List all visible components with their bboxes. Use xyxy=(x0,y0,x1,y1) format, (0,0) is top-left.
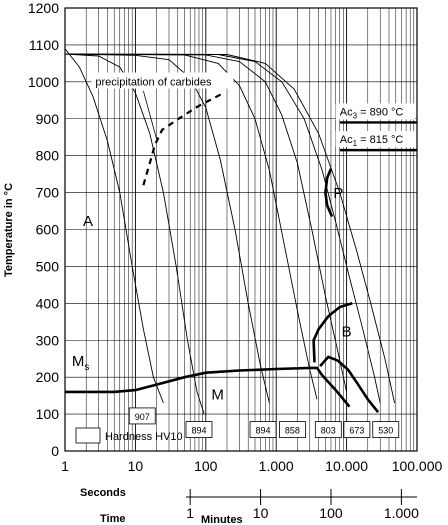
x-tick-label: 10 xyxy=(128,458,144,474)
x-tick-label: 1 xyxy=(61,458,69,474)
hardness-legend: Hardness HV10 xyxy=(75,427,183,444)
hardness-box xyxy=(279,421,306,438)
y-tick-label: 200 xyxy=(36,369,60,385)
ms-curve xyxy=(65,366,351,408)
hardness-value: 907 xyxy=(135,412,150,422)
y-tick-label: 800 xyxy=(36,148,60,164)
y-tick-label: 700 xyxy=(36,185,60,201)
critical-temp-label: Ac1 = 815 °C xyxy=(340,134,404,148)
x-tick-label: 10.000 xyxy=(325,458,368,474)
label-martensite: M xyxy=(211,386,224,403)
y-tick-label: 1000 xyxy=(28,74,59,90)
y-tick-labels: 0 100 200 300 400 500 600 700 800 900 1000 1100 1200 xyxy=(28,0,59,459)
carbide-precipitation-curve xyxy=(142,91,225,186)
hardness-box xyxy=(314,421,342,438)
cooling-curve xyxy=(64,53,396,404)
hardness-values: 907 894 894 858 803 673 530 xyxy=(128,407,400,438)
minutes-tick-label: 1.000 xyxy=(384,505,419,521)
pearlite-curve xyxy=(324,168,334,218)
hardness-box xyxy=(343,421,371,438)
hardness-value: 858 xyxy=(285,426,300,436)
critical-temp-bg xyxy=(335,103,415,120)
label-ms: Ms xyxy=(72,353,90,373)
hardness-value: 530 xyxy=(378,426,393,436)
y-tick-label: 1200 xyxy=(28,0,59,16)
critical-temp-bg xyxy=(335,131,415,148)
region-labels: A P B M Ms precipitation of carbides xyxy=(72,72,352,403)
y-tick-label: 1100 xyxy=(29,37,59,53)
y-tick-label: 100 xyxy=(36,406,60,422)
y-tick-label: 600 xyxy=(36,222,60,238)
hardness-legend-box xyxy=(75,427,101,444)
cooling-curve xyxy=(64,53,318,400)
minutes-tick-label: 1 xyxy=(186,505,194,521)
y-tick-label: 900 xyxy=(36,111,60,127)
cooling-curve xyxy=(64,53,270,404)
x-secondary-unit-label: Minutes xyxy=(201,514,243,525)
hardness-box xyxy=(128,407,156,425)
hardness-value: 894 xyxy=(256,426,271,436)
label-austenite: A xyxy=(83,213,93,230)
carbide-pointer xyxy=(143,90,157,140)
bainite-lower-curve xyxy=(319,355,380,414)
hardness-box xyxy=(185,421,213,438)
plot-frame xyxy=(64,7,418,452)
hardness-box xyxy=(372,421,400,438)
x-tick-label: 1.000 xyxy=(259,458,294,474)
hardness-value: 803 xyxy=(321,426,336,436)
hardness-box xyxy=(249,421,277,438)
label-bainite: B xyxy=(342,324,352,341)
x-tick-label: 100.000 xyxy=(392,458,443,474)
phase-boundaries xyxy=(65,91,380,414)
y-tick-label: 400 xyxy=(36,295,60,311)
cooling-curves xyxy=(64,48,396,415)
bainite-curve xyxy=(312,302,353,363)
hardness-value: 673 xyxy=(349,426,364,436)
cooling-curve xyxy=(64,53,348,392)
x-tick-labels: 1 10 100 1.000 10.000 100.000 xyxy=(61,458,442,474)
y-axis-label: Temperature in °C xyxy=(3,183,15,277)
cooling-curve xyxy=(64,48,164,404)
x-secondary-label: Time xyxy=(100,513,125,525)
hardness-value: 894 xyxy=(191,426,206,436)
label-pearlite: P xyxy=(333,185,343,202)
y-tick-label: 500 xyxy=(36,258,60,274)
critical-temperatures: Ac3 = 890 °C Ac1 = 815 °C xyxy=(335,103,417,152)
minutes-ticks: 1 10 100 1.000 xyxy=(186,489,419,521)
x-tick-label: 100 xyxy=(194,458,218,474)
label-carbide-precipitation: precipitation of carbides xyxy=(95,77,212,89)
hardness-legend-label: Hardness HV10 xyxy=(105,431,183,443)
carbide-label-bg xyxy=(91,72,234,89)
y-tick-label: 300 xyxy=(36,332,60,348)
cooling-curve xyxy=(64,53,381,404)
minutes-tick-label: 100 xyxy=(319,505,343,521)
cooling-curve xyxy=(64,53,205,415)
minutes-tick-label: 10 xyxy=(253,505,269,521)
critical-temp-label: Ac3 = 890 °C xyxy=(340,106,404,120)
x-primary-label: Seconds xyxy=(80,487,126,499)
y-tick-label: 0 xyxy=(51,443,59,459)
